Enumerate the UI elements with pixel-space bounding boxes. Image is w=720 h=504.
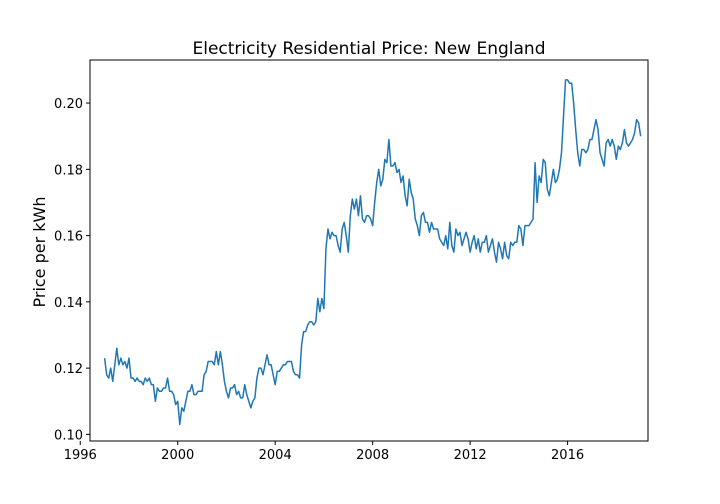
x-tick-label: 2000	[161, 448, 194, 463]
y-axis-title: Price per kWh	[30, 196, 49, 307]
y-tick-label: 0.20	[54, 97, 83, 112]
y-tick-label: 0.10	[54, 428, 83, 443]
x-tick-label: 2012	[454, 448, 487, 463]
chart-title: Electricity Residential Price: New Engla…	[193, 39, 546, 59]
x-tick-label: 2008	[356, 448, 389, 463]
y-tick-label: 0.16	[54, 230, 83, 245]
plot-frame	[89, 59, 649, 442]
price-series-line	[103, 79, 642, 426]
plot-area	[103, 79, 642, 426]
y-tick-label: 0.14	[54, 296, 83, 311]
x-tick-label: 2004	[259, 448, 292, 463]
x-axis: 1996 2000 2004 2008 2012 2016	[64, 441, 584, 463]
y-tick-label: 0.18	[54, 163, 83, 178]
x-tick-label: 1996	[64, 448, 97, 463]
y-axis: 0.10 0.12 0.14 0.16 0.18 0.20	[54, 97, 90, 443]
x-tick-label: 2016	[551, 448, 584, 463]
y-tick-label: 0.12	[54, 362, 83, 377]
